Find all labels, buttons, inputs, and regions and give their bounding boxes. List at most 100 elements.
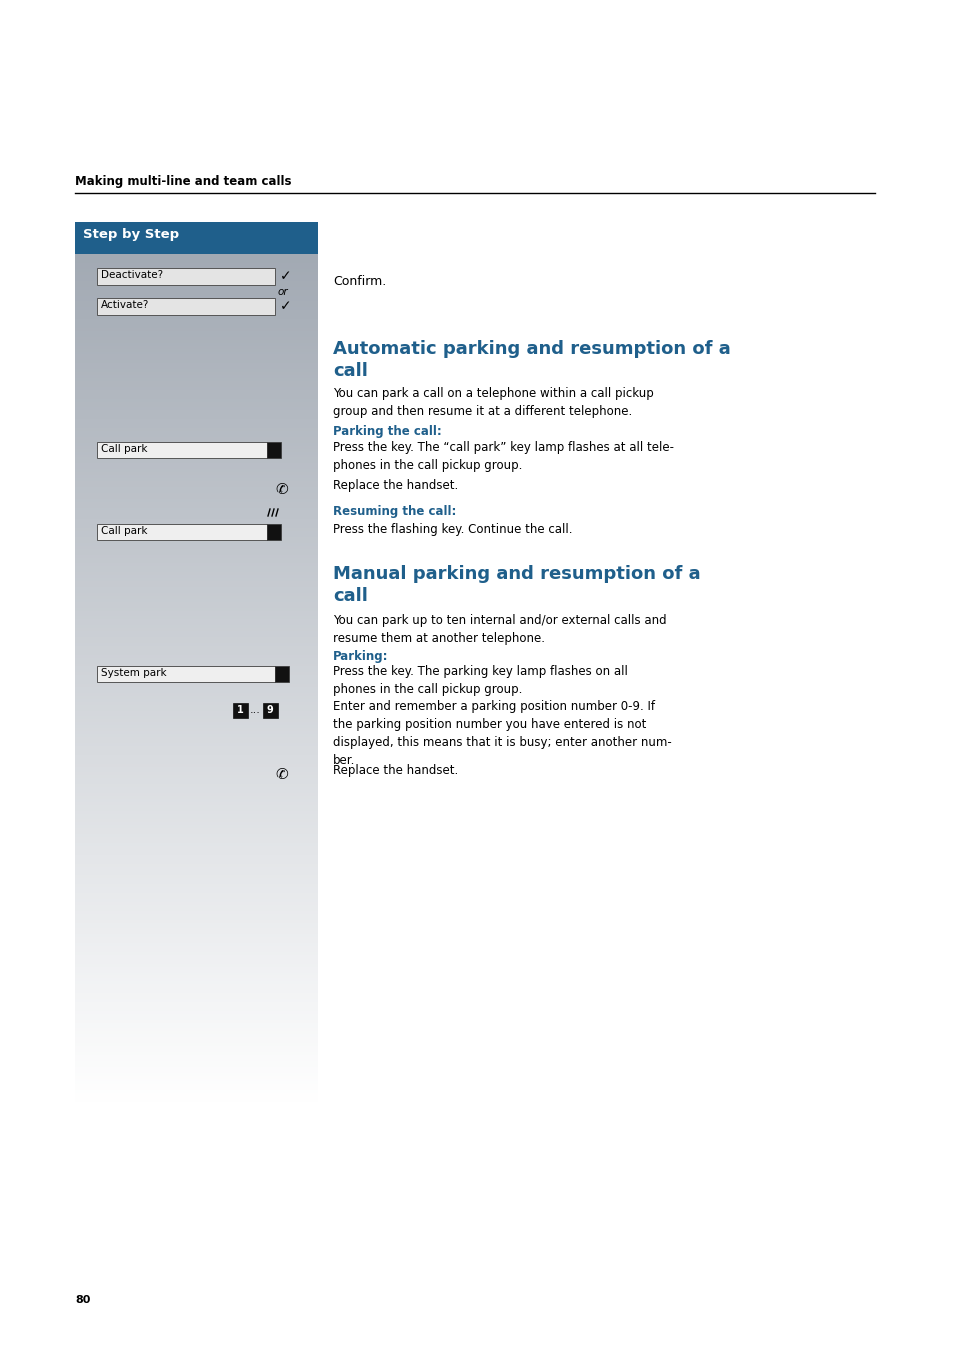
Bar xyxy=(75,1005,317,1008)
Bar xyxy=(75,1043,317,1046)
Text: Parking the call:: Parking the call: xyxy=(333,426,441,438)
Bar xyxy=(75,825,317,828)
Bar xyxy=(75,476,317,478)
Bar xyxy=(75,885,317,888)
Bar xyxy=(75,713,317,716)
Bar xyxy=(75,655,317,658)
Bar xyxy=(75,943,317,946)
Bar xyxy=(75,378,317,381)
Text: ✓: ✓ xyxy=(280,269,292,282)
Text: ✆: ✆ xyxy=(275,482,288,497)
Bar xyxy=(75,399,317,401)
Bar xyxy=(75,640,317,643)
Bar xyxy=(75,431,317,434)
Text: Enter and remember a parking position number 0-9. If
the parking position number: Enter and remember a parking position nu… xyxy=(333,700,671,767)
Bar xyxy=(75,881,317,885)
Bar xyxy=(75,390,317,393)
Bar xyxy=(75,1090,317,1093)
Bar xyxy=(75,1102,317,1105)
Bar xyxy=(75,720,317,723)
Bar xyxy=(75,393,317,396)
Bar xyxy=(75,1093,317,1096)
Bar xyxy=(75,313,317,316)
Bar xyxy=(75,696,317,698)
Bar xyxy=(75,451,317,454)
Bar xyxy=(75,286,317,289)
Bar xyxy=(75,1081,317,1085)
Text: call: call xyxy=(333,362,368,380)
Bar xyxy=(75,634,317,638)
Bar xyxy=(75,808,317,811)
Text: Call park: Call park xyxy=(101,526,148,536)
Bar xyxy=(75,1008,317,1011)
Bar xyxy=(75,716,317,720)
Bar xyxy=(75,226,317,228)
Bar xyxy=(75,619,317,623)
Bar xyxy=(75,358,317,361)
Bar xyxy=(75,781,317,784)
Bar xyxy=(75,369,317,372)
Bar xyxy=(75,905,317,908)
Bar xyxy=(75,301,317,304)
Bar xyxy=(75,1023,317,1025)
Bar xyxy=(75,478,317,481)
Bar xyxy=(75,988,317,990)
Bar xyxy=(75,308,317,311)
Bar xyxy=(75,343,317,346)
Text: Confirm.: Confirm. xyxy=(333,276,386,288)
Text: 1: 1 xyxy=(236,705,243,715)
Bar xyxy=(75,888,317,890)
Bar xyxy=(75,263,317,266)
Bar xyxy=(75,484,317,486)
Bar xyxy=(75,436,317,440)
Bar xyxy=(75,931,317,935)
Bar xyxy=(75,222,317,226)
Text: ✓: ✓ xyxy=(280,299,292,313)
Text: ✆: ✆ xyxy=(275,767,288,782)
Bar xyxy=(75,254,317,257)
Bar xyxy=(75,404,317,408)
Bar xyxy=(75,243,317,246)
Bar xyxy=(75,873,317,875)
Bar xyxy=(97,442,267,458)
Bar xyxy=(75,1028,317,1031)
Text: Parking:: Parking: xyxy=(333,650,388,663)
Bar xyxy=(274,666,289,682)
Bar xyxy=(75,281,317,284)
Bar xyxy=(75,878,317,881)
Bar xyxy=(75,458,317,461)
Bar xyxy=(75,811,317,813)
Bar xyxy=(75,561,317,563)
Bar xyxy=(75,981,317,985)
Bar xyxy=(75,411,317,413)
Bar xyxy=(75,528,317,531)
Bar xyxy=(75,454,317,458)
Bar xyxy=(75,611,317,613)
Bar xyxy=(75,928,317,931)
Bar xyxy=(75,534,317,536)
Bar xyxy=(75,784,317,788)
Bar xyxy=(75,469,317,473)
Bar xyxy=(75,985,317,988)
Bar xyxy=(75,678,317,681)
Bar xyxy=(75,408,317,411)
Bar xyxy=(75,336,317,339)
Bar xyxy=(75,790,317,793)
Bar xyxy=(75,278,317,281)
Bar xyxy=(75,698,317,701)
Text: call: call xyxy=(333,586,368,605)
Bar xyxy=(75,823,317,825)
Bar xyxy=(75,316,317,319)
Bar xyxy=(75,531,317,534)
Bar xyxy=(75,1067,317,1070)
Bar xyxy=(75,996,317,998)
Bar xyxy=(267,442,281,458)
Bar xyxy=(75,758,317,761)
Bar xyxy=(75,773,317,775)
Bar xyxy=(75,319,317,322)
Bar xyxy=(75,673,317,676)
Bar xyxy=(75,508,317,511)
Bar xyxy=(263,703,277,717)
Text: Replace the handset.: Replace the handset. xyxy=(333,765,457,777)
Bar xyxy=(75,998,317,1002)
